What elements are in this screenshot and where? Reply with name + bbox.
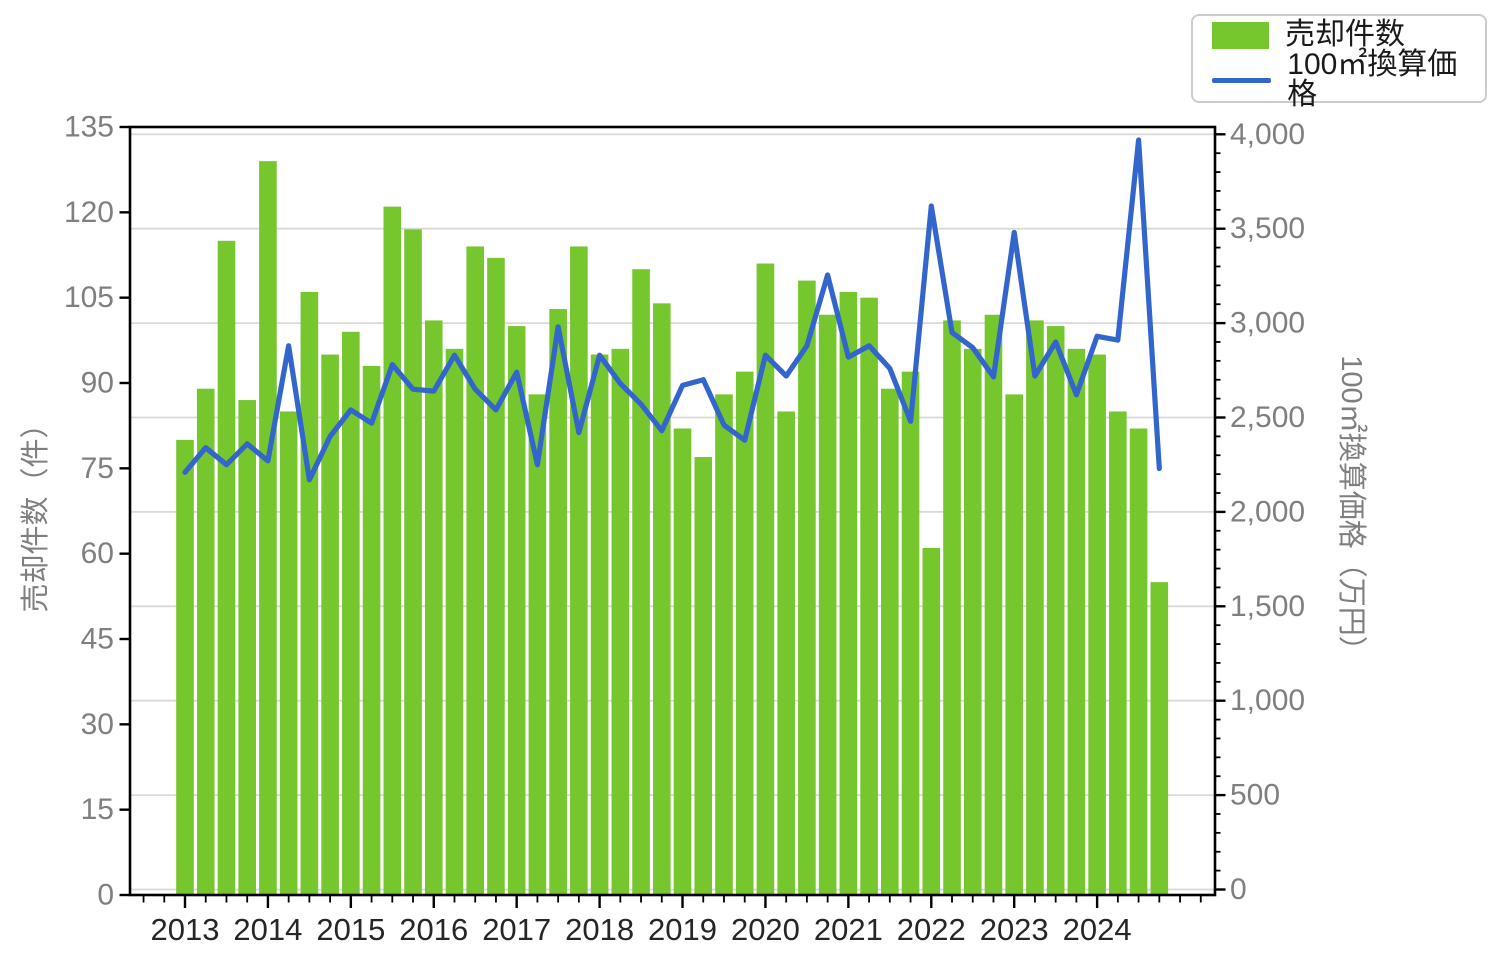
x-tick-label-2016: 2016 (399, 912, 468, 947)
bar-2017Q1 (507, 326, 526, 896)
x-tick-label-2024: 2024 (1063, 912, 1132, 947)
right-tick-label-1500: 1,500 (1230, 590, 1305, 623)
right-tick-label-2000: 2,000 (1230, 495, 1305, 528)
bar-2013Q1 (176, 439, 194, 895)
x-tick-label-2013: 2013 (151, 912, 220, 947)
left-tick-label-15: 15 (81, 793, 114, 826)
bar-2015Q3 (383, 206, 402, 896)
bar-2014Q1 (259, 161, 277, 896)
x-tick-label-2017: 2017 (482, 912, 551, 947)
left-axis-title: 売却件数（件） (20, 409, 52, 613)
x-tick-label-2020: 2020 (731, 912, 800, 947)
bar-2017Q2 (528, 394, 547, 895)
bar-2018Q2 (611, 348, 630, 895)
bar-2022Q2 (943, 320, 961, 895)
left-tick-label-135: 135 (64, 111, 114, 144)
left-tick-label-0: 0 (97, 879, 114, 912)
bar-2016Q1 (424, 320, 443, 895)
legend-item-bar: 売却件数 (1193, 20, 1485, 50)
bar-2019Q2 (694, 456, 713, 895)
bar-2013Q4 (238, 400, 256, 895)
bar-2024Q4 (1150, 582, 1169, 895)
legend-label-bar: 売却件数 (1285, 18, 1405, 51)
bar-2020Q4 (818, 314, 837, 895)
bar-2016Q3 (466, 246, 485, 895)
bar-2023Q2 (1026, 320, 1044, 895)
bar-2019Q1 (673, 428, 692, 895)
right-tick-label-2500: 2,500 (1230, 401, 1305, 434)
legend-item-line: 100㎡換算価格 (1193, 50, 1485, 110)
bar-2020Q3 (798, 280, 816, 896)
x-tick-label-2021: 2021 (814, 912, 883, 947)
bar-2013Q3 (217, 240, 236, 895)
bar-2015Q4 (404, 229, 422, 895)
bar-2018Q1 (590, 354, 609, 895)
left-tick-label-105: 105 (64, 281, 114, 314)
bar-2024Q3 (1129, 428, 1148, 895)
bar-swatch-icon (1212, 21, 1269, 49)
bar-2021Q4 (901, 371, 920, 896)
bar-2014Q2 (279, 411, 298, 895)
legend-label-line: 100㎡換算価格 (1287, 48, 1458, 111)
bar-2022Q1 (922, 547, 941, 895)
bar-2024Q1 (1088, 354, 1106, 895)
bar-2017Q3 (549, 309, 567, 895)
x-tick-label-2019: 2019 (648, 912, 717, 947)
bar-2014Q3 (300, 291, 319, 895)
bar-2019Q4 (735, 371, 754, 896)
bar-2023Q3 (1046, 326, 1065, 896)
line-swatch-icon (1212, 77, 1272, 83)
bar-2015Q2 (362, 365, 381, 895)
right-tick-label-500: 500 (1230, 779, 1280, 812)
x-tick-label-2015: 2015 (316, 912, 385, 947)
bar-2018Q3 (632, 269, 650, 895)
bar-2024Q2 (1109, 411, 1127, 895)
bar-2013Q2 (196, 388, 215, 895)
right-tick-label-0: 0 (1230, 873, 1247, 906)
left-tick-label-90: 90 (81, 367, 114, 400)
bar-2023Q4 (1067, 348, 1086, 895)
right-tick-label-4000: 4,000 (1230, 118, 1305, 151)
x-tick-label-2023: 2023 (980, 912, 1049, 947)
right-tick-label-3000: 3,000 (1230, 307, 1305, 340)
bar-2021Q3 (881, 388, 899, 895)
bar-2019Q3 (715, 394, 733, 895)
right-axis-title: 100㎡換算価格（万円） (1335, 355, 1367, 665)
x-tick-label-2018: 2018 (565, 912, 634, 947)
bar-2021Q1 (839, 291, 858, 895)
right-tick-label-1000: 1,000 (1230, 684, 1305, 717)
left-tick-label-30: 30 (81, 708, 114, 741)
bar-2021Q2 (860, 297, 878, 896)
bar-2022Q3 (963, 348, 982, 895)
bar-2020Q1 (756, 263, 775, 895)
legend: 売却件数 100㎡換算価格 (1191, 14, 1487, 110)
bar-2016Q2 (445, 348, 464, 895)
left-tick-label-120: 120 (64, 196, 114, 229)
bar-2016Q4 (487, 257, 505, 895)
right-tick-label-3500: 3,500 (1230, 212, 1305, 245)
x-tick-label-2014: 2014 (233, 912, 302, 947)
bar-2023Q1 (1005, 394, 1023, 895)
bar-2015Q1 (342, 331, 360, 895)
price-line (182, 137, 1162, 483)
left-tick-label-45: 45 (81, 623, 114, 656)
left-tick-label-60: 60 (81, 537, 114, 570)
bar-2020Q2 (777, 411, 795, 895)
bar-2018Q4 (652, 303, 671, 895)
x-tick-label-2022: 2022 (897, 912, 966, 947)
left-tick-label-75: 75 (81, 452, 114, 485)
bar-2017Q4 (570, 246, 588, 895)
bar-2022Q4 (984, 314, 1003, 895)
bar-2014Q4 (321, 354, 339, 895)
